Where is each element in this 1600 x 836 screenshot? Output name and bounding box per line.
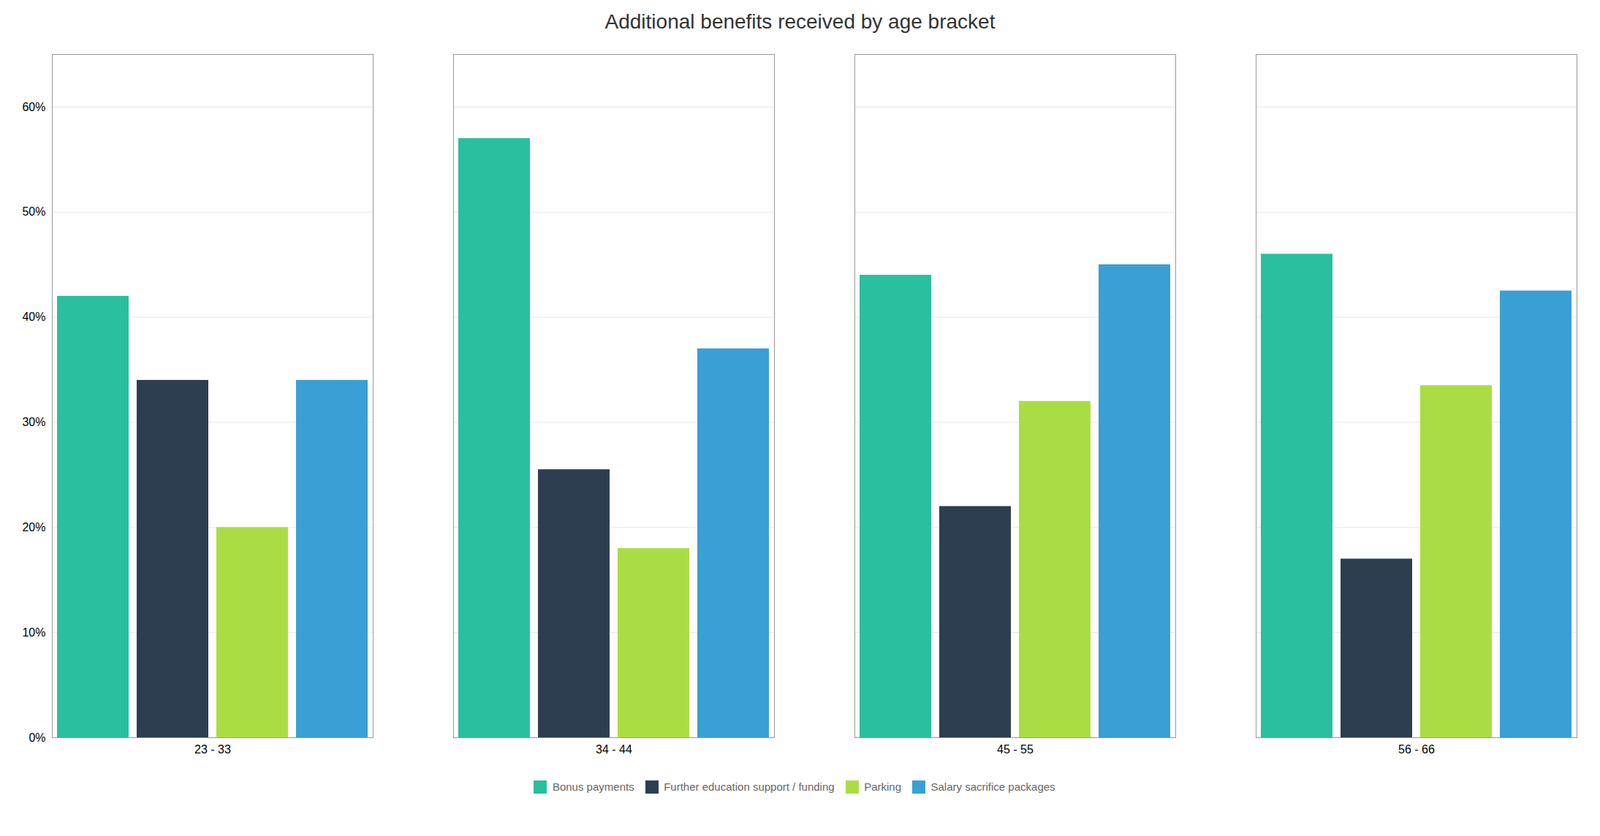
html-text:Further education support / fu: Further education support / funding <box>663 780 835 794</box>
svg-text:56 - 66: 56 - 66 <box>1398 743 1435 756</box>
html-text:Bonus payments: Bonus payments <box>552 780 635 794</box>
svg-text:45 - 55: 45 - 55 <box>996 743 1034 756</box>
svg-text:10%: 10% <box>21 626 46 639</box>
svg-text:34 - 44: 34 - 44 <box>595 743 633 756</box>
svg-text:20%: 20% <box>21 521 46 534</box>
svg-text:40%: 40% <box>21 310 46 324</box>
svg-text:60%: 60% <box>21 100 46 114</box>
html-text:Additional benefits received b: Additional benefits received by age brac… <box>604 10 996 33</box>
svg-text:30%: 30% <box>21 415 46 429</box>
html-text:Parking: Parking <box>864 780 902 794</box>
svg-text:23 - 33: 23 - 33 <box>194 743 231 756</box>
svg-text:50%: 50% <box>21 205 46 218</box>
html-text:Salary sacrifice packages: Salary sacrifice packages <box>930 780 1056 794</box>
svg-text:0%: 0% <box>28 731 46 745</box>
